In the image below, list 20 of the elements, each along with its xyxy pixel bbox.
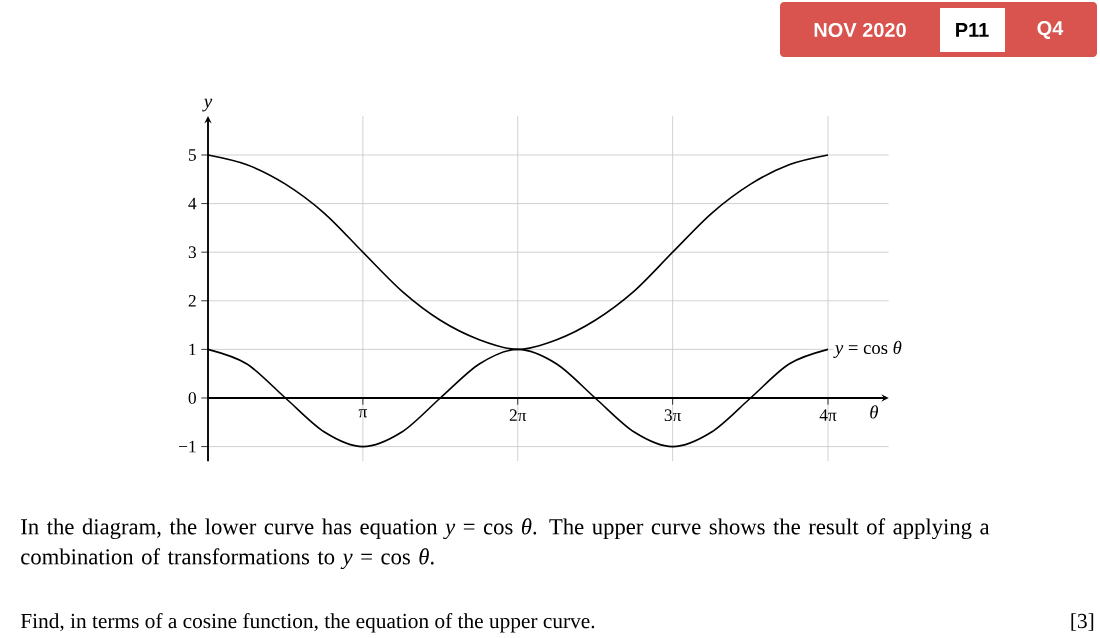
text: Find, in terms of a cosine function, the equation of the upper curve. — [20, 612, 595, 633]
y-tick-label: 0 — [188, 392, 196, 404]
series-label: y = cos θ — [833, 340, 902, 358]
y-tick-label: 3 — [188, 246, 196, 259]
y-tick-label: 1 — [189, 343, 196, 356]
y-tick-label: 5 — [188, 149, 196, 161]
x-axis-title: θ — [870, 405, 879, 419]
y-tick-label: 4 — [188, 197, 197, 210]
text: [3] — [1071, 613, 1094, 631]
y-tick-label: 2 — [188, 295, 196, 307]
x-tick-label: 2π — [509, 409, 527, 422]
text: In the diagram, the lower curve has equation y = cos θ. The upper curve shows the result of applying a combination of transformations to y = cos θ. — [21, 518, 990, 570]
x-tick-label: π — [358, 409, 367, 418]
text: NOV 2020 — [814, 22, 906, 38]
text: Q4 — [1037, 21, 1064, 39]
y-axis-title: y — [202, 98, 213, 112]
y-tick-label: −1 — [179, 440, 196, 453]
text: P11 — [956, 23, 989, 37]
x-tick-label: 3π — [664, 409, 682, 422]
x-tick-label: 4π — [819, 409, 837, 421]
